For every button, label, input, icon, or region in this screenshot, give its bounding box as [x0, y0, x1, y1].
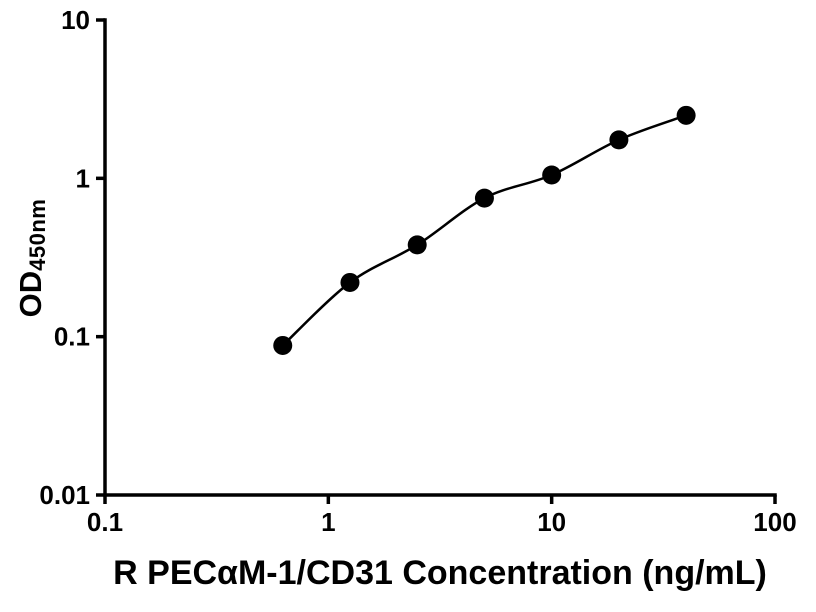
x-tick-label: 100 — [753, 507, 796, 537]
x-axis-title: R PECαM-1/CD31 Concentration (ng/mL) — [113, 554, 767, 592]
x-tick-label: 0.1 — [87, 507, 123, 537]
x-tick-label: 10 — [537, 507, 566, 537]
y-tick-label: 10 — [61, 5, 90, 35]
y-tick-label: 0.01 — [39, 480, 90, 510]
series-line — [281, 114, 687, 347]
data-point — [609, 130, 629, 150]
data-point — [542, 165, 562, 185]
axis-lines — [103, 18, 777, 497]
data-point — [407, 235, 427, 255]
data-point — [340, 272, 360, 292]
x-tick-label: 1 — [321, 507, 335, 537]
y-axis-title-main: OD — [13, 270, 48, 318]
data-point — [273, 335, 293, 355]
y-axis-title-subscript: 450nm — [25, 198, 50, 271]
y-axis-title: OD450nm — [13, 198, 50, 318]
y-tick-label: 1 — [76, 163, 90, 193]
y-tick-label: 0.1 — [54, 322, 90, 352]
data-point — [474, 188, 494, 208]
data-point — [676, 105, 696, 125]
